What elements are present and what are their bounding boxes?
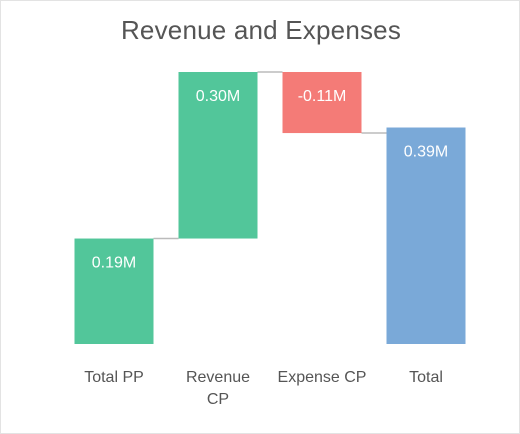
waterfall-bar	[386, 127, 466, 345]
chart-title: Revenue and Expenses	[120, 15, 402, 45]
bar-data-label: -0.11M	[298, 88, 347, 105]
waterfall-bar	[178, 72, 258, 239]
x-tick-label: Total PP	[84, 369, 144, 386]
bar-data-label: 0.19M	[92, 255, 136, 272]
x-tick-label: Revenue	[186, 369, 250, 386]
x-tick-label: CP	[207, 391, 229, 408]
x-tick-label: Total	[409, 369, 443, 386]
waterfall-bar	[74, 238, 154, 344]
x-tick-label: Expense CP	[278, 369, 367, 386]
bar-data-label: 0.39M	[404, 144, 448, 161]
bar-data-label: 0.30M	[196, 88, 240, 105]
waterfall-bar	[282, 72, 362, 134]
